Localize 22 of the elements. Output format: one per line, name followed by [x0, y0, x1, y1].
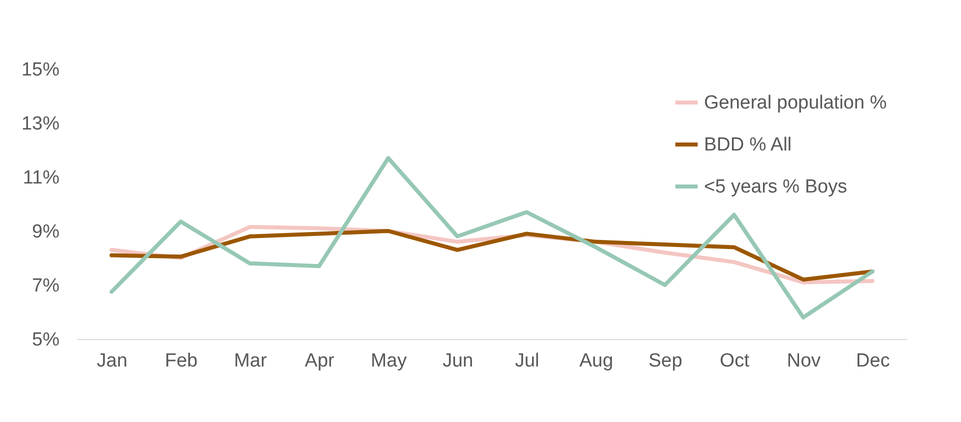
x-tick-label: Sep [648, 350, 682, 372]
x-tick-label: Mar [234, 350, 268, 372]
y-tick-label: 15% [21, 60, 60, 80]
x-tick-label: May [370, 350, 408, 372]
x-tick-label: Nov [786, 350, 822, 372]
x-tick-label: Jul [514, 350, 540, 372]
x-tick-label: Jun [442, 350, 474, 372]
y-tick-label: 7% [32, 276, 60, 296]
x-tick-label: Oct [720, 350, 750, 372]
x-tick-label: Apr [304, 350, 336, 372]
legend-label: General population % [704, 92, 887, 114]
legend-label: <5 years % Boys [704, 176, 848, 198]
x-tick-label: Jan [96, 350, 128, 372]
y-tick-label: 11% [22, 168, 60, 188]
x-tick-label: Dec [856, 350, 890, 372]
y-tick-label: 13% [21, 114, 60, 134]
line-series [110, 156, 874, 320]
y-tick-label: 5% [32, 330, 60, 350]
y-tick-label: 9% [32, 222, 60, 242]
x-tick-label: Aug [579, 350, 614, 372]
legend-label: BDD % All [704, 134, 792, 156]
x-tick-label: Feb [164, 350, 198, 372]
